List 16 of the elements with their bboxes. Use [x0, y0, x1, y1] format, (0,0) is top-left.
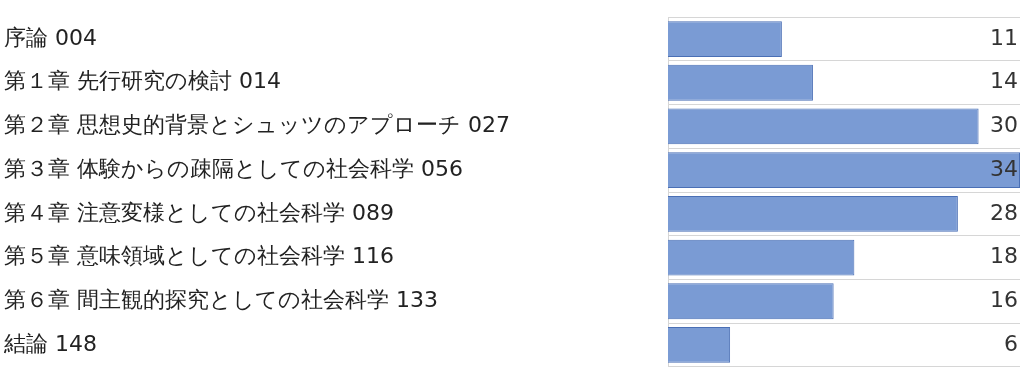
y-tick-label: 序論 004: [4, 24, 97, 50]
data-label: 28: [990, 199, 1018, 225]
y-tick-label: 第３章 体験からの疎隔としての社会科学 056: [4, 155, 463, 181]
y-tick-label: 第５章 意味領域としての社会科学 116: [4, 243, 394, 269]
y-tick-label: 第６章 間主観的探究としての社会科学 133: [4, 286, 438, 312]
data-label: 34: [990, 155, 1018, 181]
y-tick-label: 第４章 注意変様としての社会科学 089: [4, 199, 394, 225]
data-label: 14: [990, 68, 1018, 94]
data-label: 30: [990, 112, 1018, 138]
data-label: 18: [990, 243, 1018, 269]
y-tick-label: 第１章 先行研究の検討 014: [4, 68, 281, 94]
data-label: 11: [990, 24, 1018, 50]
y-tick-label: 第２章 思想史的背景とシュッツのアプローチ 027: [4, 112, 510, 138]
data-label: 6: [1004, 330, 1018, 356]
data-label: 16: [990, 286, 1018, 312]
y-tick-label: 結論 148: [3, 330, 97, 356]
